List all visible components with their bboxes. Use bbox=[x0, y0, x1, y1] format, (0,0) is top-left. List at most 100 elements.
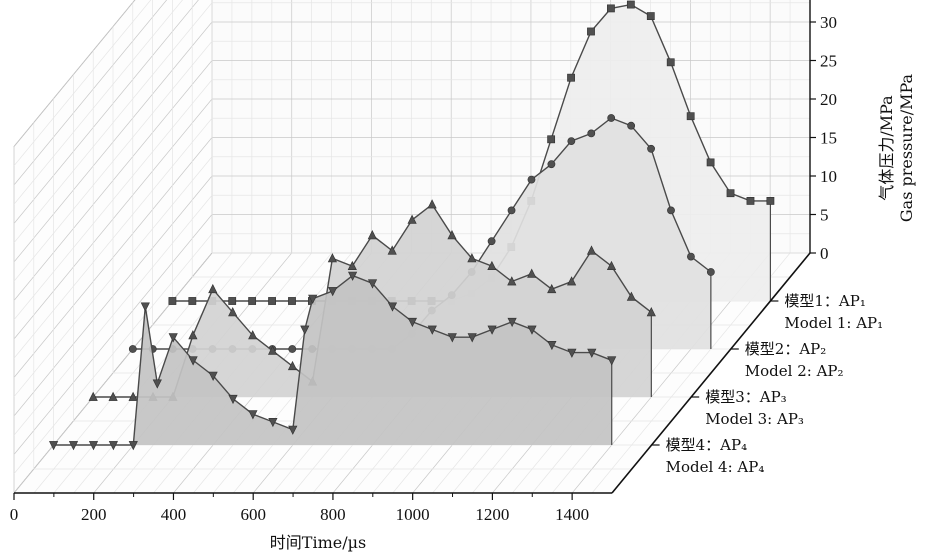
series-1-point bbox=[746, 197, 755, 205]
series-1-label-cn: 模型1：AP₁ bbox=[784, 292, 865, 310]
series-3-point bbox=[188, 330, 198, 340]
y-tick-label: 10 bbox=[820, 167, 837, 186]
series-4-point bbox=[248, 410, 258, 420]
series-3-point bbox=[547, 283, 557, 294]
x-tick-label: 1200 bbox=[475, 505, 509, 524]
series-4-point bbox=[152, 379, 162, 389]
chart-series bbox=[49, 0, 775, 451]
series-3-point bbox=[427, 199, 437, 209]
series-1-point bbox=[587, 27, 595, 36]
series-4-point bbox=[447, 333, 457, 343]
series-2-point bbox=[647, 144, 655, 153]
series-3-point bbox=[88, 391, 98, 401]
series-4-point bbox=[288, 425, 298, 435]
series-4-label-cn: 模型4：AP₄ bbox=[666, 436, 747, 454]
series-4-point bbox=[208, 371, 218, 381]
series-3-point bbox=[626, 291, 636, 301]
series-1-point bbox=[726, 189, 735, 198]
series-3-point bbox=[208, 283, 218, 294]
y-tick-label: 30 bbox=[820, 13, 837, 32]
series-3-point bbox=[527, 268, 537, 278]
series-1-point bbox=[607, 4, 615, 13]
series-4-point bbox=[587, 348, 597, 358]
series-2-label-en: Model 2: AP₂ bbox=[745, 362, 844, 380]
series-3-point bbox=[287, 360, 298, 371]
series-3-point bbox=[367, 230, 377, 240]
series-2-point bbox=[706, 268, 715, 276]
x-tick-label: 1400 bbox=[555, 505, 589, 524]
series-4-point bbox=[328, 287, 338, 297]
series-4-point bbox=[49, 441, 59, 451]
series-4-point bbox=[168, 333, 178, 343]
series-2-point bbox=[288, 345, 297, 353]
series-4-point bbox=[527, 325, 537, 335]
x-tick-label: 0 bbox=[10, 505, 19, 524]
series-4 bbox=[49, 271, 617, 451]
series-4-point bbox=[567, 348, 577, 358]
series-4-point bbox=[268, 417, 278, 428]
series-4-point bbox=[507, 317, 517, 328]
series-4-point bbox=[308, 294, 318, 304]
series-4-point bbox=[88, 441, 99, 451]
x-axis-title: 时间Time/µs bbox=[270, 533, 366, 552]
y-tick-label: 20 bbox=[820, 90, 837, 109]
series-1-point bbox=[626, 0, 635, 9]
series-1-point bbox=[706, 158, 715, 167]
series-4-point bbox=[300, 325, 310, 335]
series-3-point bbox=[567, 276, 577, 286]
z-axis-line bbox=[611, 252, 811, 494]
series-4-point bbox=[140, 302, 150, 312]
series-1-point bbox=[268, 297, 276, 305]
series-2-point bbox=[607, 114, 616, 122]
series-1-point bbox=[188, 297, 197, 305]
series-3-point bbox=[108, 391, 118, 401]
x-tick-label: 1000 bbox=[396, 505, 430, 524]
series-3-point bbox=[467, 253, 477, 263]
series-1-label-en: Model 1: AP₁ bbox=[784, 314, 883, 332]
series-1-point bbox=[686, 112, 695, 121]
series-2-point bbox=[567, 137, 576, 145]
series-4-point bbox=[228, 394, 238, 405]
series-3-point bbox=[128, 391, 138, 401]
chart-labels: 时间Time/µs 气体压力/MPa Gas pressure/MPa 0 200… bbox=[10, 13, 916, 552]
series-3-point bbox=[347, 260, 357, 271]
series-1-point bbox=[766, 197, 775, 205]
series-4-point bbox=[68, 441, 79, 451]
x-tick-label: 200 bbox=[81, 505, 107, 524]
series-4-point bbox=[407, 317, 417, 328]
series-1-point bbox=[567, 73, 575, 82]
series-4-point bbox=[128, 441, 138, 451]
series-4-point bbox=[188, 356, 198, 366]
series-3-label-en: Model 3: AP₃ bbox=[705, 410, 804, 428]
x-tick-label: 600 bbox=[240, 505, 266, 524]
series-3-point bbox=[487, 260, 497, 271]
series-1-point bbox=[228, 297, 237, 305]
series-3-point bbox=[586, 245, 597, 255]
x-tick-label: 800 bbox=[320, 505, 346, 524]
chart-axes bbox=[13, 0, 816, 500]
series-3-point bbox=[606, 260, 617, 271]
series-2-label-cn: 模型2：AP₂ bbox=[745, 340, 826, 358]
series-1-point bbox=[248, 297, 257, 305]
series-3-point bbox=[646, 307, 656, 317]
series-4-point bbox=[547, 340, 557, 351]
series-3-point bbox=[228, 307, 238, 317]
series-4-point bbox=[607, 356, 617, 366]
series-3-point bbox=[268, 345, 278, 355]
series-2-point bbox=[507, 206, 516, 215]
series-4-point bbox=[367, 279, 378, 289]
series-4-label-en: Model 4: AP₄ bbox=[666, 458, 765, 476]
series-2-point bbox=[128, 345, 137, 353]
y-tick-label: 5 bbox=[820, 206, 829, 225]
y-tick-label: 15 bbox=[820, 129, 837, 148]
series-3-point bbox=[387, 245, 397, 255]
series-3-point bbox=[507, 276, 517, 286]
series-4-point bbox=[467, 333, 477, 343]
series-3-point bbox=[248, 330, 258, 340]
series-2-point bbox=[627, 121, 636, 130]
series-4-point bbox=[108, 441, 118, 451]
series-3-point bbox=[327, 253, 337, 263]
series-2-point bbox=[487, 237, 496, 246]
y-tick-label: 25 bbox=[820, 52, 837, 71]
